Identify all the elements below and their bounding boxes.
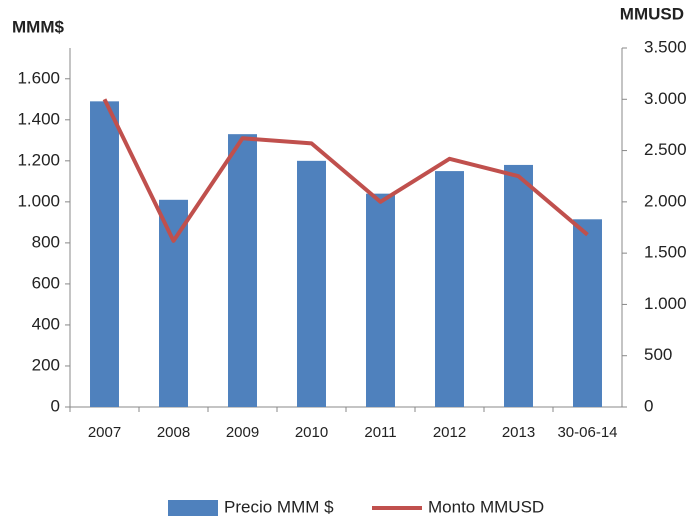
y-tick-label: 1.600 [17,68,60,87]
y-tick-label: 1.400 [17,109,60,128]
y-tick-label: 200 [32,355,60,374]
legend-swatch [168,500,218,516]
x-tick-label: 2011 [364,424,396,441]
bar [228,134,257,407]
y2-tick-label: 2.000 [644,191,687,210]
bar [159,199,188,407]
x-tick-label: 2013 [502,424,535,441]
y-axis-title: MMM$ [12,17,64,36]
y2-tick-label: 2.500 [644,140,687,159]
y-tick-label: 600 [32,273,60,292]
y2-tick-label: 3.000 [644,89,687,108]
legend-label: Precio MMM $ [224,497,334,516]
x-tick-label: 2007 [88,424,121,441]
y-tick-label: 400 [32,314,60,333]
y-tick-label: 1.000 [17,191,60,210]
y-tick-label: 800 [32,232,60,251]
x-tick-label: 2008 [157,424,190,441]
y2-axis-title: MMUSD [620,4,684,23]
x-tick-label: 2010 [295,424,328,441]
y2-tick-label: 500 [644,345,672,364]
line [102,98,589,243]
x-tick-label: 2012 [433,424,466,441]
bar [366,193,395,407]
bar [90,101,119,407]
y2-tick-label: 3.500 [644,37,687,56]
y-tick-label: 0 [51,396,60,415]
bar [297,160,326,407]
y2-tick-label: 0 [644,396,653,415]
x-tick-label: 30-06-14 [557,424,617,441]
bar [573,219,602,407]
y2-tick-label: 1.500 [644,243,687,262]
x-tick-label: 2009 [226,424,259,441]
y-tick-label: 1.200 [17,150,60,169]
bar [435,171,464,407]
y2-tick-label: 1.000 [644,294,687,313]
legend-label: Monto MMUSD [428,497,544,516]
bar [504,164,533,407]
